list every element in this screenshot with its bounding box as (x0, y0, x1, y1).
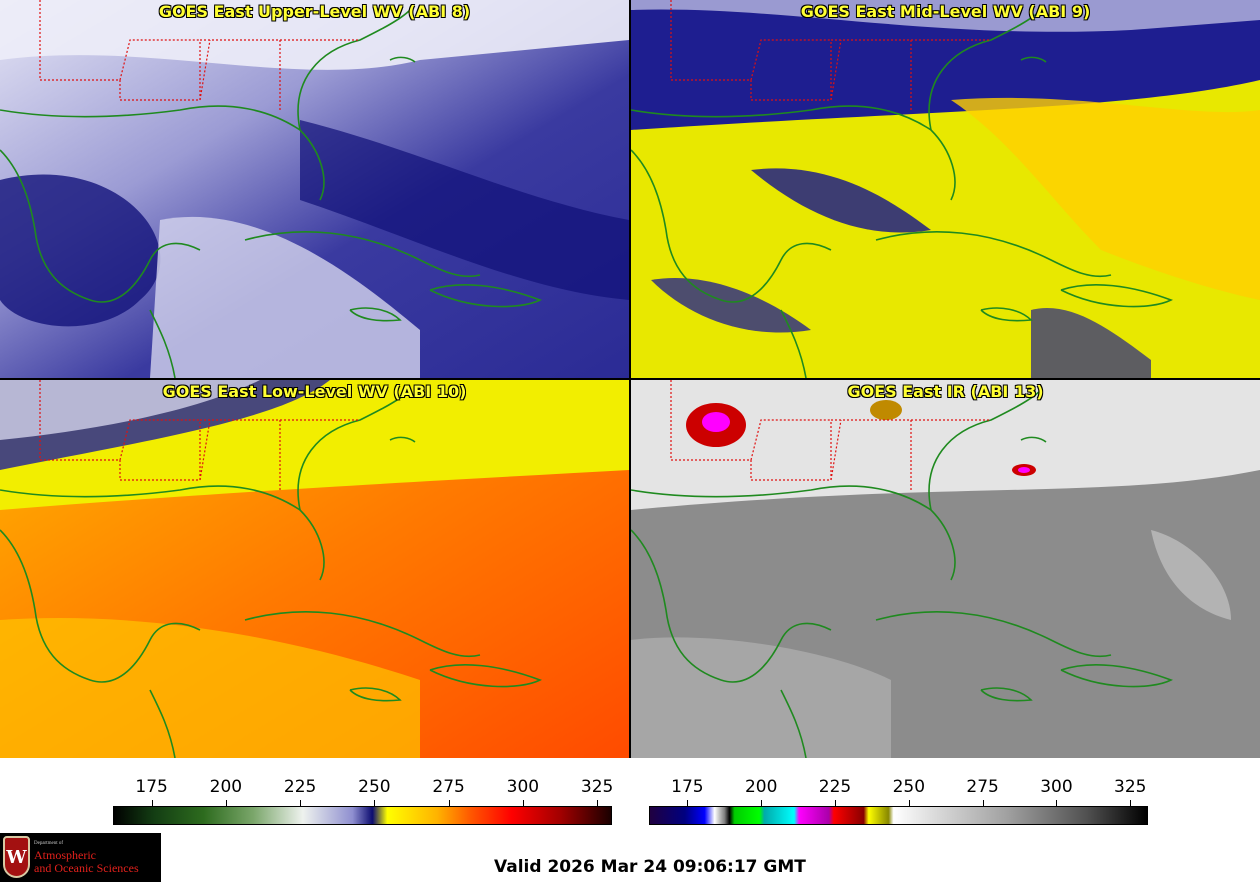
colorbar-tick-label: 250 (892, 777, 926, 797)
valid-time: Valid 2026 Mar 24 09:06:17 GMT (494, 857, 806, 877)
panel-title: GOES East Upper-Level WV (ABI 8) (158, 2, 471, 21)
coastline (349, 307, 402, 322)
coastline (928, 9, 1042, 131)
coastline (0, 529, 201, 683)
coastline (875, 611, 1112, 658)
colorbar-tick-mark (151, 800, 153, 806)
coastline (631, 149, 832, 303)
mid-level-wv-map (631, 0, 1260, 378)
coastline (389, 436, 416, 443)
uw-shield-icon: W (3, 836, 30, 878)
state-border (750, 419, 831, 461)
colorbar-tick-mark (448, 800, 450, 806)
colorbar-tick-label: 225 (818, 777, 852, 797)
panel-title: GOES East IR (ABI 13) (847, 382, 1044, 401)
coastline (429, 284, 543, 308)
coastline (297, 389, 411, 511)
colorbar-tick-mark (908, 800, 910, 806)
low-level-wv-map (0, 380, 629, 758)
colorbar-tick-label: 200 (209, 777, 243, 797)
colorbar-tick-label: 300 (1040, 777, 1073, 797)
coastline (349, 687, 402, 702)
colorbar-tick-mark (522, 800, 524, 806)
state-border (119, 419, 200, 461)
coastline (0, 485, 325, 581)
coastline (429, 664, 543, 688)
colorbar-tick-mark (597, 800, 599, 806)
coastline (780, 309, 807, 378)
colorbar-tick-mark (1130, 800, 1132, 806)
aos-logo: W Department of Atmospheric and Oceanic … (0, 833, 161, 882)
coastline (389, 56, 416, 63)
coastline (244, 611, 481, 658)
coastline (1020, 436, 1047, 443)
coastline (0, 105, 325, 201)
upper-level-wv-map (0, 0, 629, 378)
coastline (297, 9, 411, 131)
colorbar-tick-label: 325 (1114, 777, 1147, 797)
coastline (0, 149, 201, 303)
coastline (1060, 284, 1174, 308)
colorbar-tick-label: 200 (744, 777, 778, 797)
logo-dept: Department of (34, 841, 64, 846)
colorbar-tick-mark (1056, 800, 1058, 806)
coastline (1020, 56, 1047, 63)
colorbar-tick-label: 275 (432, 777, 465, 797)
colorbar-tick-label: 275 (966, 777, 999, 797)
coastline (149, 689, 176, 758)
low-level-wv-panel: GOES East Low-Level WV (ABI 10) (0, 380, 629, 758)
colorbar-tick-label: 225 (283, 777, 317, 797)
upper-level-wv-panel: GOES East Upper-Level WV (ABI 8) (0, 0, 629, 378)
colorbar-tick-label: 250 (358, 777, 391, 797)
coastline (875, 231, 1112, 278)
colorbar-tick-label: 175 (671, 777, 704, 797)
logo-line-1: Atmospheric (34, 848, 96, 862)
ir-map (631, 380, 1260, 758)
colorbar-tick-label: 300 (506, 777, 540, 797)
state-border (119, 39, 200, 81)
coastline (631, 529, 832, 683)
panel-divider-horizontal (0, 378, 1260, 380)
colorbar-tick-mark (374, 800, 376, 806)
colorbar-tick-mark (761, 800, 763, 806)
state-border (750, 39, 831, 81)
coastline (780, 689, 807, 758)
water-vapor-colorbar-scale (113, 806, 612, 825)
colorbar-tick-mark (225, 800, 227, 806)
coastline (631, 105, 956, 201)
coastline (149, 309, 176, 378)
coastline (980, 307, 1033, 322)
panel-title: GOES East Mid-Level WV (ABI 9) (800, 2, 1091, 21)
colorbar-tick-label: 175 (135, 777, 168, 797)
logo-line-2: and Oceanic Sciences (34, 861, 139, 875)
colorbar-tick-mark (300, 800, 302, 806)
coastline (928, 389, 1042, 511)
colorbar-tick-mark (835, 800, 837, 806)
ir-panel: GOES East IR (ABI 13) (631, 380, 1260, 758)
coastline (980, 687, 1033, 702)
mid-level-wv-panel: GOES East Mid-Level WV (ABI 9) (631, 0, 1260, 378)
panel-title: GOES East Low-Level WV (ABI 10) (162, 382, 467, 401)
coastline (1060, 664, 1174, 688)
coastline (631, 485, 956, 581)
colorbar-tick-label: 325 (580, 777, 614, 797)
colorbar-tick-mark (687, 800, 689, 806)
infrared-colorbar-scale (649, 806, 1148, 825)
colorbar-tick-mark (982, 800, 984, 806)
coastline (244, 231, 481, 278)
